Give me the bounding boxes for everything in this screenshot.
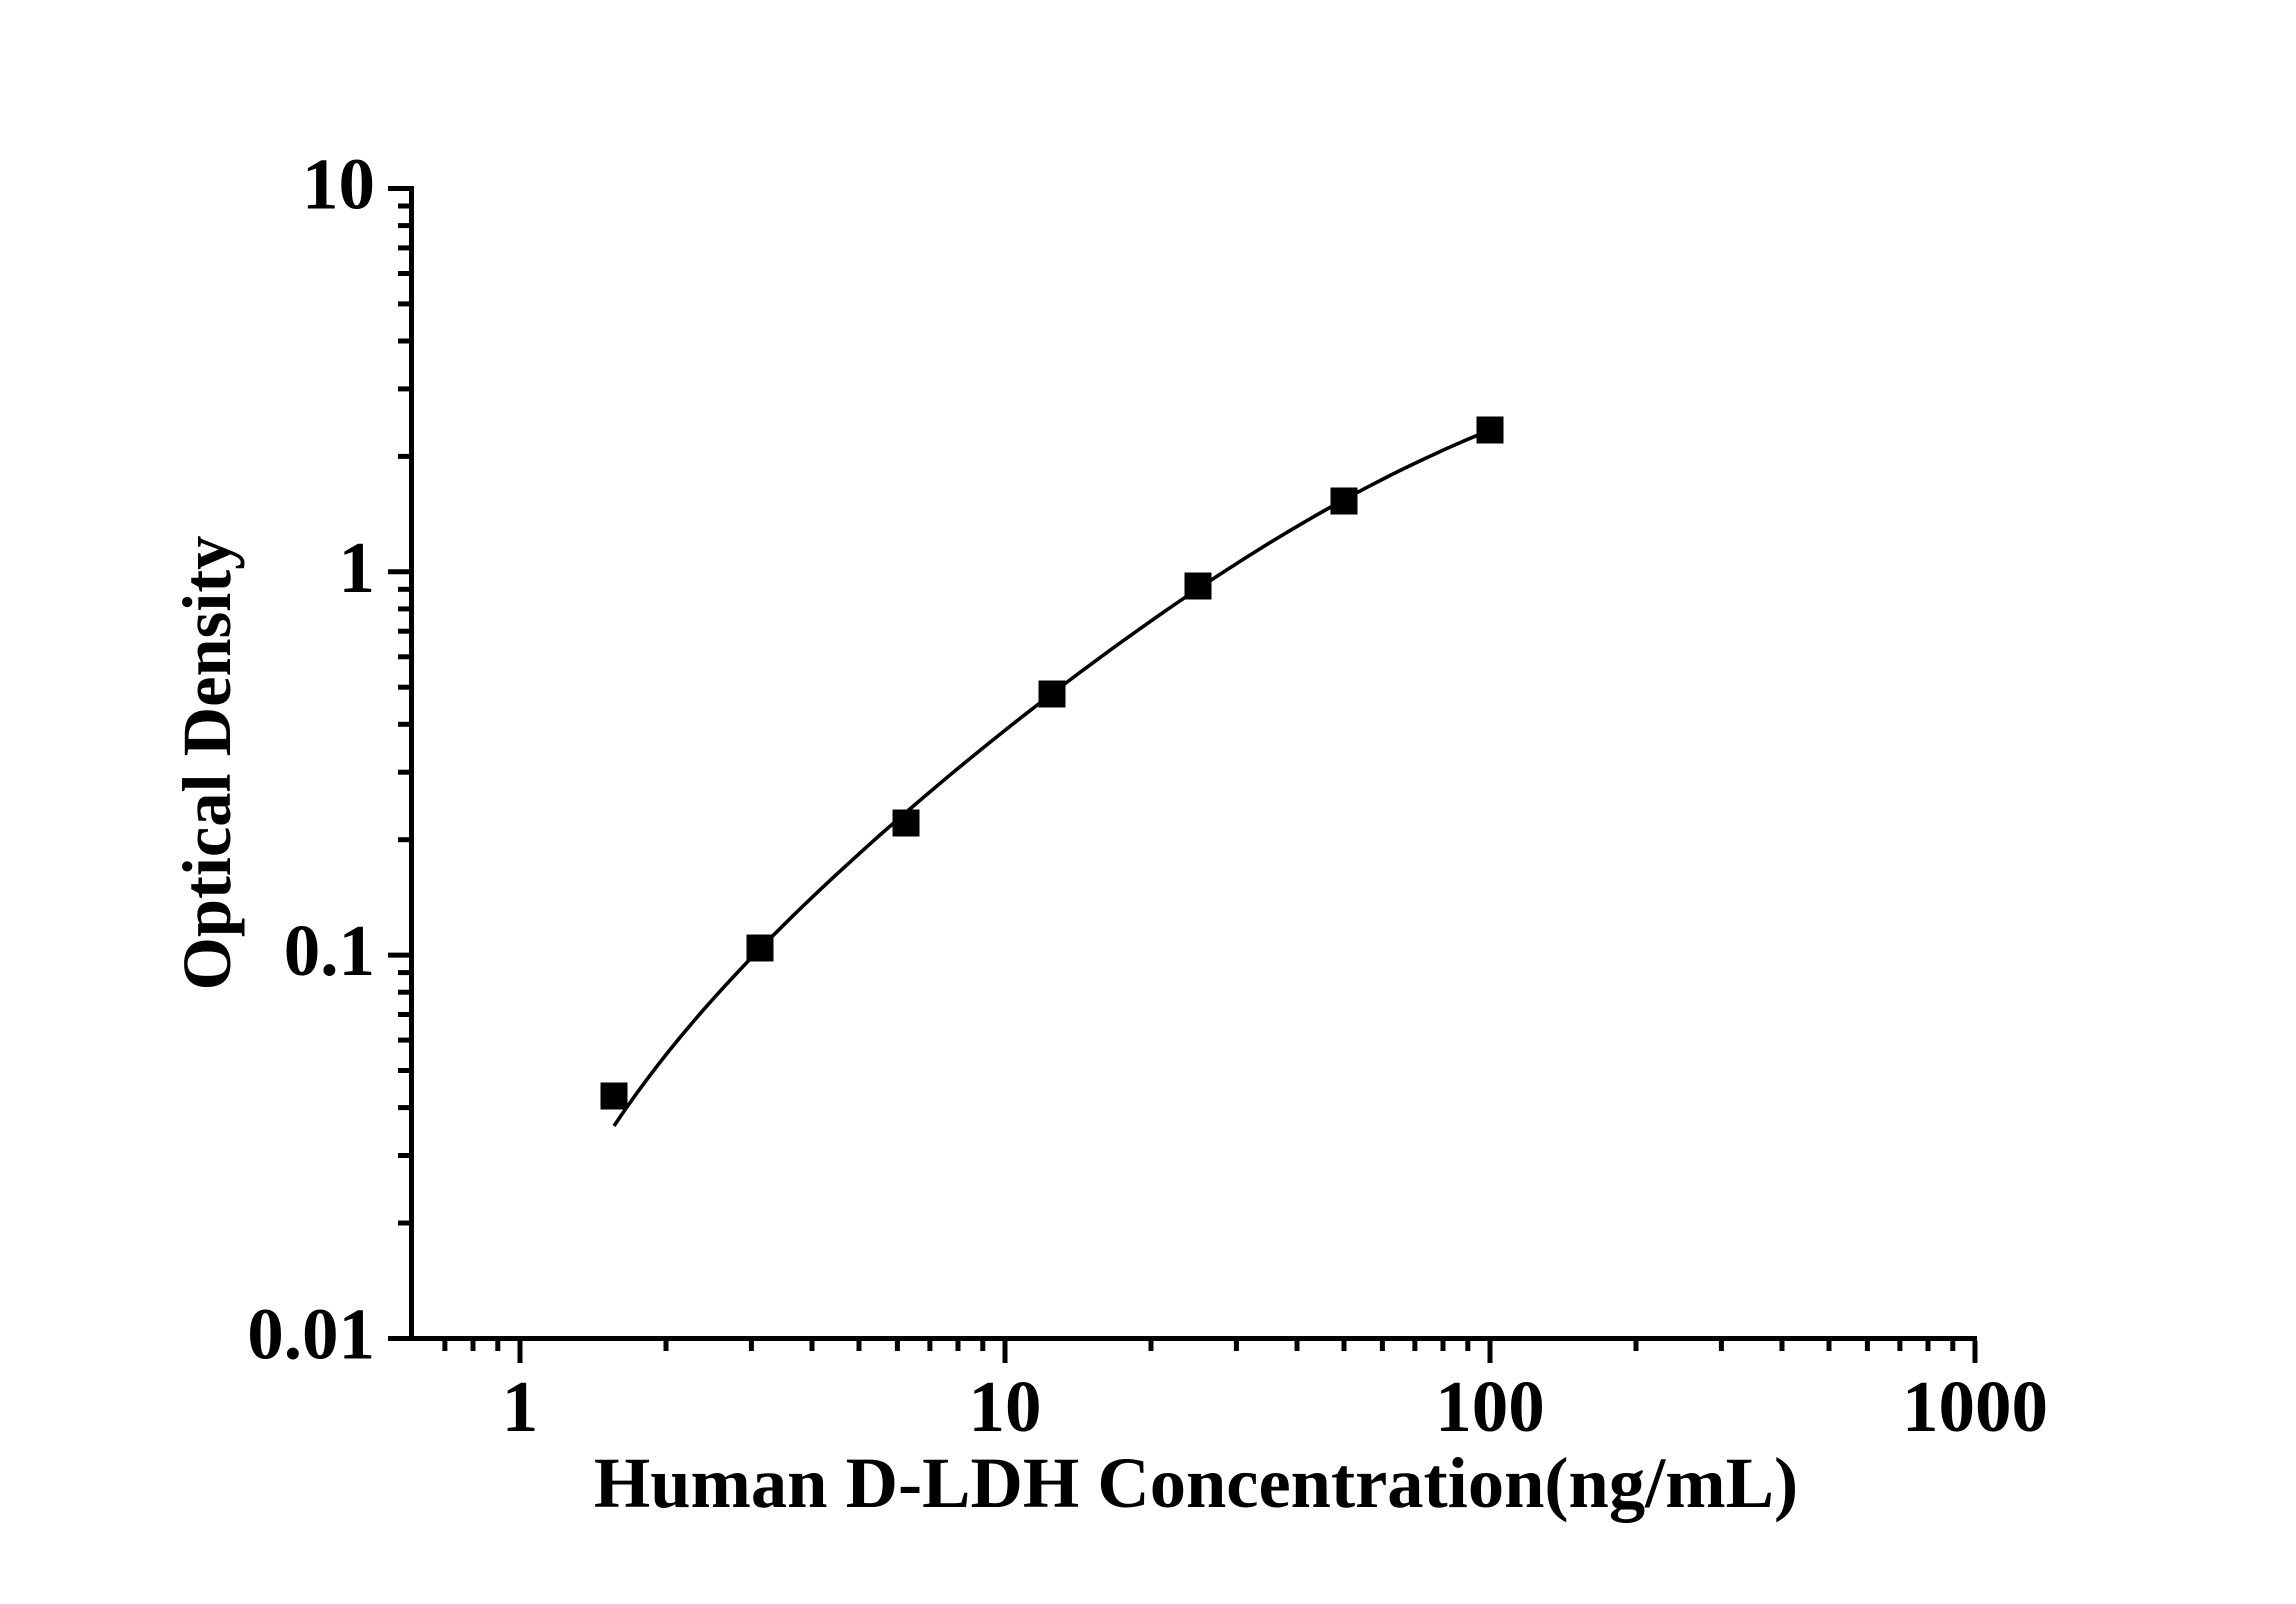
svg-text:1: 1 [339,527,376,608]
svg-text:1000: 1000 [1902,1366,2048,1447]
svg-text:Optical Density: Optical Density [169,536,245,991]
svg-text:0.01: 0.01 [247,1293,375,1374]
svg-text:100: 100 [1435,1366,1545,1447]
svg-text:10: 10 [969,1366,1042,1447]
svg-text:1: 1 [502,1366,539,1447]
svg-text:10: 10 [302,144,375,225]
svg-text:0.1: 0.1 [284,910,375,991]
svg-text:Human D-LDH Concentration(ng/m: Human D-LDH Concentration(ng/mL) [594,1442,1798,1523]
